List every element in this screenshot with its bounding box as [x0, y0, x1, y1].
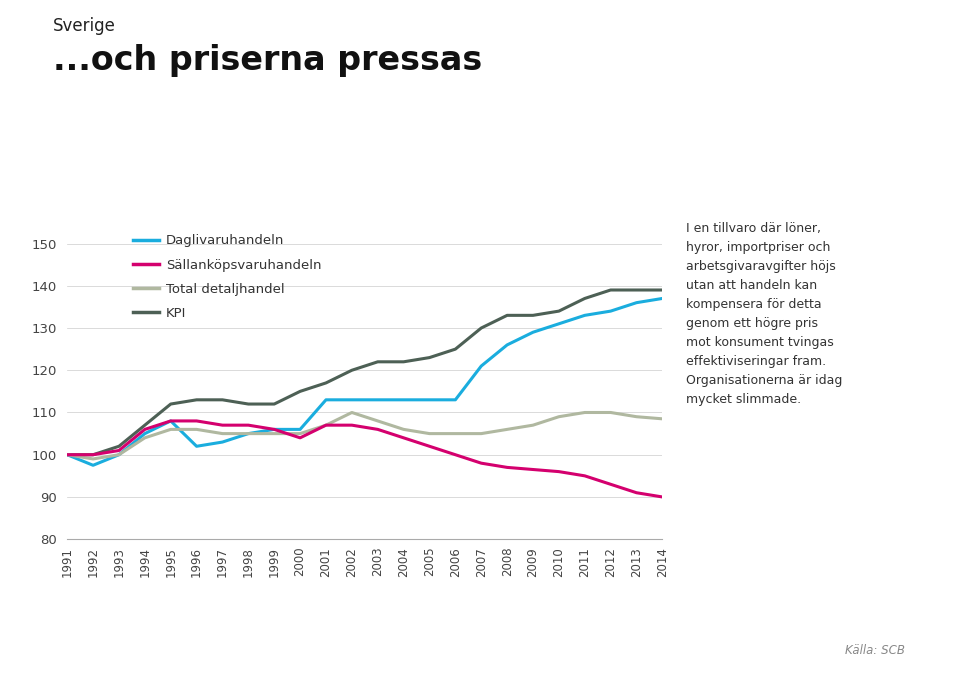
Text: ...och priserna pressas: ...och priserna pressas [53, 44, 482, 77]
Text: Sverige: Sverige [53, 17, 115, 35]
Text: I en tillvaro där löner,
hyror, importpriser och
arbetsgivaravgifter höjs
utan a: I en tillvaro där löner, hyror, importpr… [686, 222, 843, 406]
Text: Källa: SCB: Källa: SCB [845, 644, 904, 657]
Legend: Daglivaruhandeln, Sällanköpsvaruhandeln, Total detaljhandel, KPI: Daglivaruhandeln, Sällanköpsvaruhandeln,… [128, 229, 326, 326]
